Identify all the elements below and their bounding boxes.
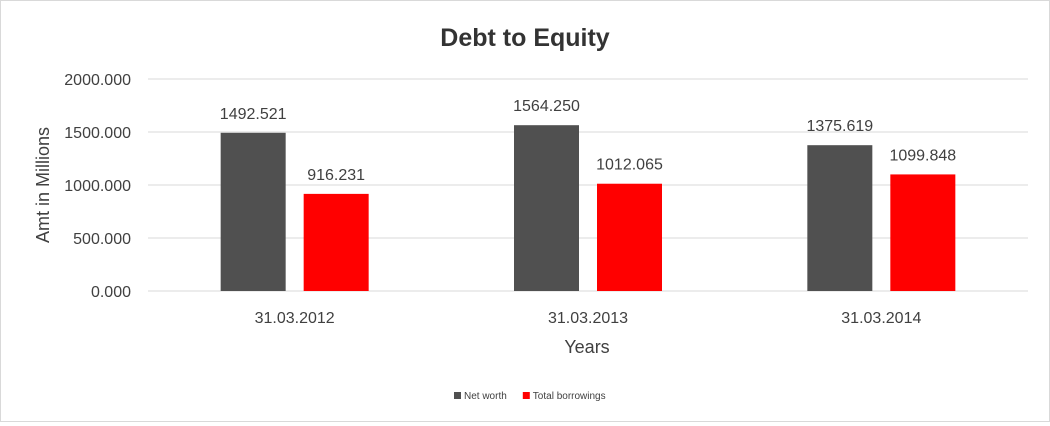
y-axis-ticks: 0.000 500.000 1000.000 1500.000 2000.000 — [64, 72, 131, 301]
y-axis-title: Amt in Millions — [33, 127, 53, 243]
legend-swatch — [522, 392, 530, 399]
x-axis-title: Years — [564, 337, 609, 357]
legend-swatch — [454, 392, 461, 399]
bar-total-borrowings — [890, 174, 956, 291]
gridlines — [148, 78, 1028, 292]
bar-net-worth — [220, 132, 286, 291]
data-label: 1012.065 — [596, 157, 663, 174]
x-tick-label: 31.03.2012 — [255, 310, 335, 327]
legend-label: Net worth — [464, 391, 507, 402]
data-label: 1564.250 — [513, 98, 580, 115]
legend-label: Total borrowings — [533, 391, 606, 402]
bar-net-worth — [807, 145, 873, 291]
bar-total-borrowings — [303, 193, 369, 291]
data-label: 1375.619 — [806, 118, 873, 135]
x-tick-label: 31.03.2013 — [548, 310, 628, 327]
bar-net-worth — [514, 125, 579, 291]
y-tick-label: 2000.000 — [64, 72, 131, 89]
y-tick-label: 1000.000 — [64, 178, 131, 195]
data-label: 1099.848 — [889, 147, 956, 164]
data-label: 916.231 — [307, 167, 365, 184]
legend: Net worth Total borrowings — [454, 391, 606, 402]
chart-title: Debt to Equity — [440, 24, 610, 52]
data-label: 1492.521 — [220, 106, 287, 123]
bars — [220, 125, 956, 291]
x-tick-label: 31.03.2014 — [841, 310, 921, 327]
y-tick-label: 500.000 — [73, 231, 131, 248]
bar-total-borrowings — [597, 183, 662, 291]
data-labels: 1492.521 916.231 1564.250 1012.065 1375.619 1… — [220, 98, 957, 184]
y-tick-label: 1500.000 — [64, 125, 131, 142]
y-tick-label: 0.000 — [91, 284, 131, 301]
x-axis-ticks: 31.03.2012 31.03.2013 31.03.2014 — [255, 310, 922, 327]
